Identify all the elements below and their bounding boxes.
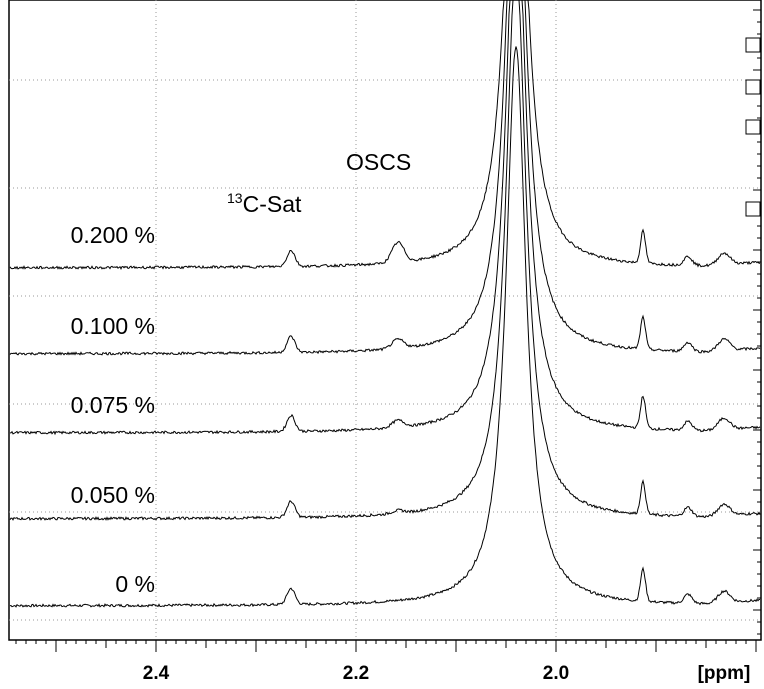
scale-marker [745,79,761,95]
scale-marker [745,119,761,135]
x-tick-labels: 2.4 2.2 2.0 [143,663,569,684]
x-tick-label: 2.2 [343,663,369,684]
series-label: 0.050 % [71,482,155,508]
spectra [9,0,761,608]
annotations: 13C-Sat OSCS [227,149,411,217]
spectrum-line [9,0,761,356]
series-label: 0 % [115,571,155,597]
series-label: 0.200 % [71,222,155,248]
x-tick-label: 2.4 [143,663,170,684]
spectrum-line [9,0,761,521]
plot-frame [8,0,762,641]
scale-markers [745,37,761,217]
spectrum-line [9,0,760,270]
x-axis-label: [ppm] [698,663,751,684]
x-axis-ticks [15,640,757,652]
right-axis-ticks [753,9,761,635]
c13-sat-annotation: 13C-Sat [227,190,302,217]
series-label: 0.075 % [71,392,155,418]
scale-marker [745,201,761,217]
series-label: 0.100 % [71,313,155,339]
series-labels: 0 % 0.050 % 0.075 % 0.100 % 0.200 % [71,222,155,597]
superscript: 13 [227,190,243,206]
scale-marker [745,37,761,53]
x-tick-label: 2.0 [543,663,569,684]
grid [9,0,761,640]
spectrum-line [9,46,761,608]
oscs-annotation: OSCS [346,149,411,175]
spectrum-line [10,0,761,436]
